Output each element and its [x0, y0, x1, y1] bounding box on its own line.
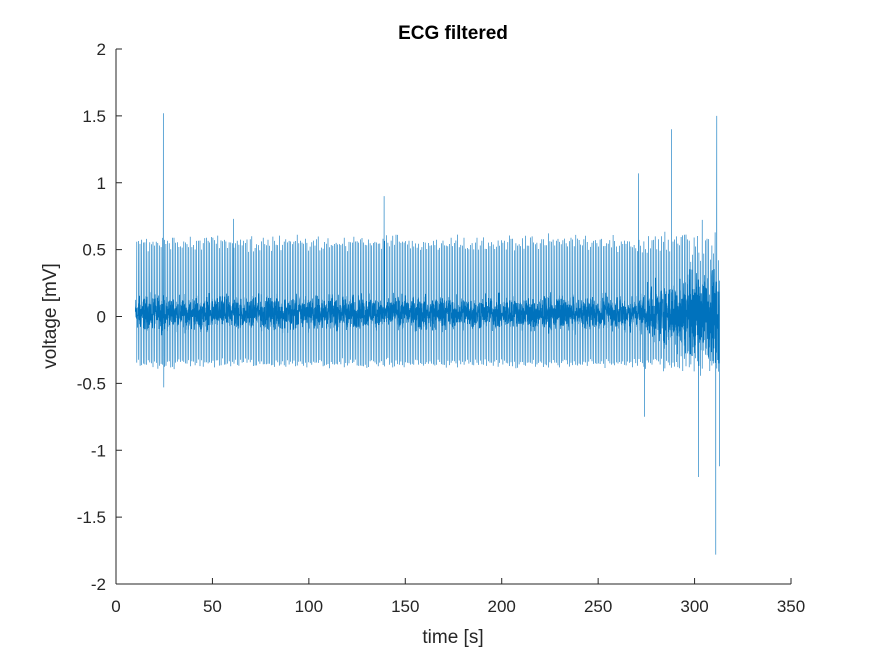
x-tick-label: 100: [295, 597, 323, 616]
axes: 0 50 100 150 200 250 300 350 2 1.5 1 0.5 0 -0.5 -1 -1.5…: [77, 40, 805, 616]
plot-area: [135, 113, 720, 555]
x-tick-label: 150: [391, 597, 419, 616]
y-tick-label: -1.5: [77, 508, 106, 527]
y-tick-label: 0: [97, 308, 106, 327]
y-tick-label: 1: [97, 174, 106, 193]
x-tick-label: 0: [111, 597, 120, 616]
y-tick-label: 1.5: [82, 107, 106, 126]
y-axis-label: voltage [mV]: [40, 263, 61, 369]
x-tick-label: 50: [203, 597, 222, 616]
y-tick-label: 2: [97, 40, 106, 59]
ecg-series-line: [135, 113, 720, 555]
x-tick-label: 250: [584, 597, 612, 616]
y-tick-label: -2: [91, 575, 106, 594]
x-tick-label: 300: [680, 597, 708, 616]
y-tick-label: -1: [91, 441, 106, 460]
y-tick-label: -0.5: [77, 374, 106, 393]
y-tick-label: 0.5: [82, 241, 106, 260]
x-tick-label: 200: [488, 597, 516, 616]
x-tick-label: 350: [777, 597, 805, 616]
x-axis-label: time [s]: [422, 627, 483, 648]
chart-title: ECG filtered: [398, 23, 508, 44]
